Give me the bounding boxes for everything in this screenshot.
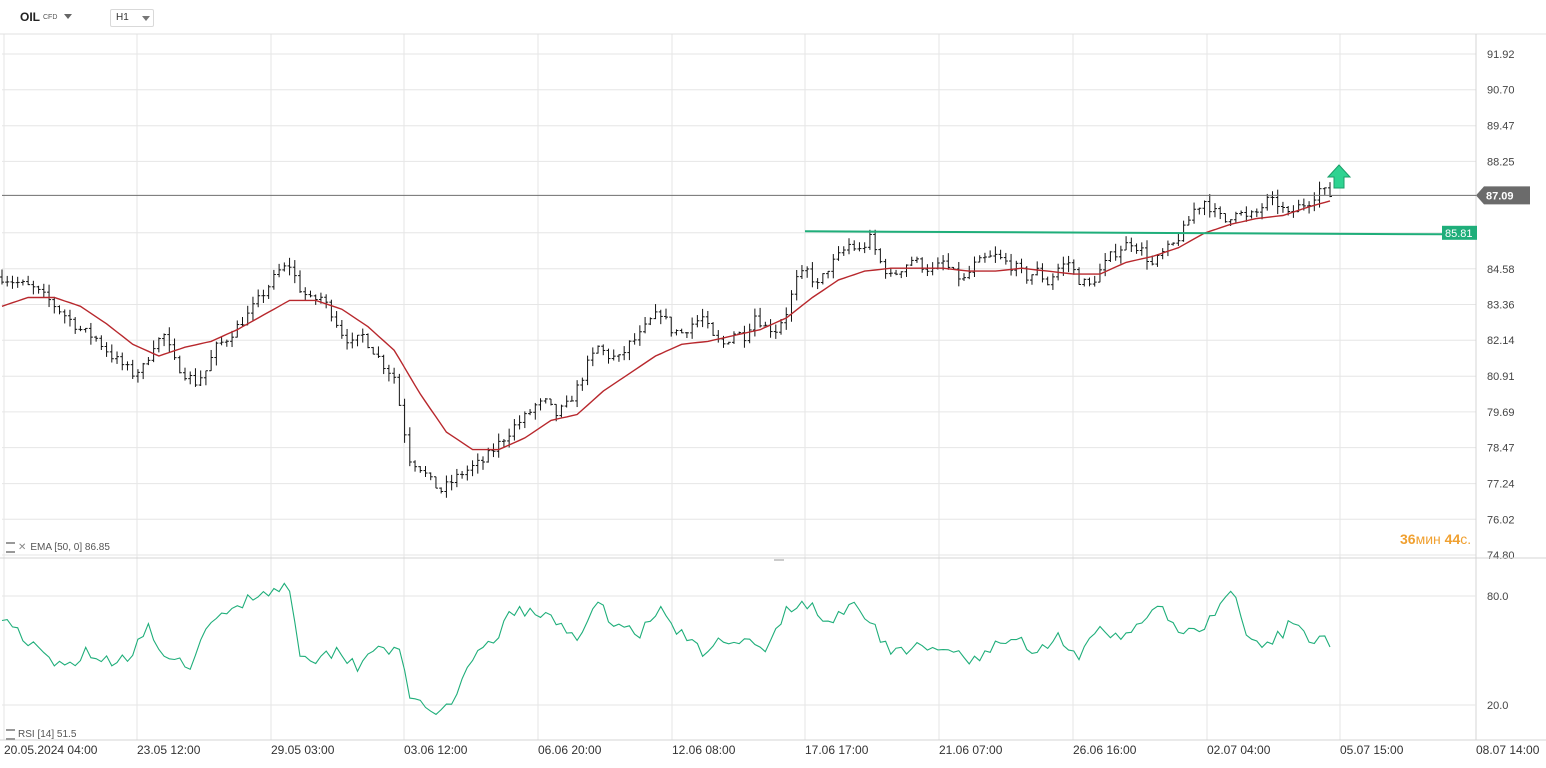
ema-line	[1, 200, 1331, 451]
y-tick-label: 76.02	[1487, 514, 1515, 526]
indicator-icon[interactable]	[6, 542, 15, 553]
y-tick-label: 90.70	[1487, 85, 1515, 97]
x-tick-label: 21.06 07:00	[939, 743, 1003, 757]
current-price-label: 87.09	[1486, 190, 1514, 202]
chevron-down-icon	[142, 16, 150, 21]
x-tick-label: 23.05 12:00	[137, 743, 201, 757]
rsi-tick-label: 80.0	[1487, 591, 1508, 603]
y-tick-label: 79.69	[1487, 407, 1515, 419]
level-price-tag	[1442, 225, 1477, 240]
symbol-label[interactable]: OIL	[20, 10, 40, 24]
ema-value: 86.85	[84, 542, 110, 554]
chart-toolbar: OIL CFD H1	[0, 0, 1546, 34]
ema-indicator-label[interactable]: ✕ EMA [50, 0] 86.85	[6, 542, 110, 553]
x-tick-label: 29.05 03:00	[271, 743, 335, 757]
timer-seconds-unit: с.	[1460, 531, 1472, 547]
y-tick-label: 89.47	[1487, 121, 1515, 133]
y-tick-label: 78.47	[1487, 443, 1515, 455]
rsi-tick-label: 20.0	[1487, 700, 1508, 712]
x-tick-label: 05.07 15:00	[1340, 743, 1404, 757]
rsi-value: 51.5	[56, 729, 77, 741]
x-tick-label: 26.06 16:00	[1073, 743, 1137, 757]
timer-minutes-unit: мин	[1415, 531, 1441, 547]
timeframe-label: H1	[116, 12, 129, 23]
rsi-name: RSI	[18, 729, 35, 741]
symbol-type-label: CFD	[43, 14, 58, 21]
x-tick-label: 06.06 20:00	[538, 743, 602, 757]
arrow-up-icon	[1326, 164, 1352, 189]
x-tick-label: 17.06 17:00	[805, 743, 869, 757]
candle-timer: 36мин 44с.	[1400, 531, 1471, 547]
x-tick-label: 03.06 12:00	[404, 743, 468, 757]
close-icon[interactable]: ✕	[18, 542, 27, 554]
y-tick-label: 88.25	[1487, 156, 1515, 168]
x-tick-label: 20.05.2024 04:00	[4, 743, 98, 757]
timer-minutes: 36	[1400, 531, 1416, 547]
x-tick-label: 08.07 14:00	[1476, 743, 1540, 757]
x-tick-label: 02.07 04:00	[1207, 743, 1271, 757]
current-price-tag	[1476, 186, 1530, 205]
rsi-params: [14]	[37, 729, 55, 741]
y-tick-label: 91.92	[1487, 49, 1515, 61]
level-price-label: 85.81	[1445, 228, 1473, 240]
y-tick-label: 80.91	[1487, 371, 1515, 383]
y-tick-label: 74.80	[1487, 550, 1515, 562]
rsi-line	[1, 582, 1331, 716]
ema-params: [50, 0]	[54, 542, 83, 554]
y-tick-label: 82.14	[1487, 335, 1515, 347]
ema-name: EMA	[30, 542, 52, 554]
horizontal-level-line	[804, 230, 1443, 236]
timer-seconds: 44	[1444, 531, 1461, 547]
indicator-icon[interactable]	[6, 729, 15, 740]
rsi-indicator-label[interactable]: RSI [14] 51.5	[6, 729, 76, 740]
x-tick-label: 12.06 08:00	[672, 743, 736, 757]
y-tick-label: 84.58	[1487, 264, 1515, 276]
chevron-down-icon[interactable]	[64, 14, 72, 19]
timeframe-select[interactable]: H1	[110, 9, 154, 27]
y-tick-label: 77.24	[1487, 479, 1515, 491]
y-tick-label: 83.36	[1487, 300, 1515, 312]
